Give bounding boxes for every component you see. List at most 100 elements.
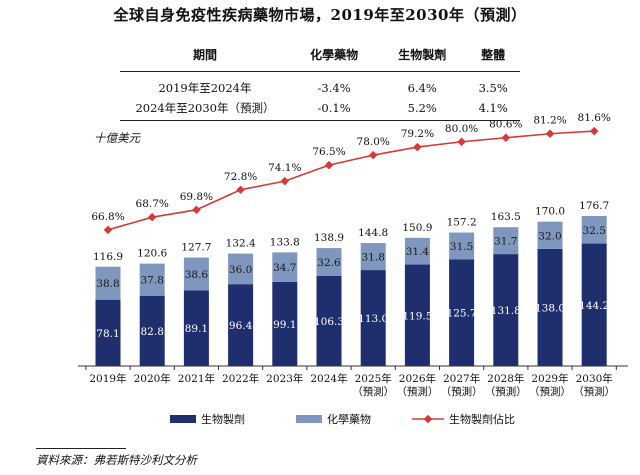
share-label: 66.8% (91, 211, 124, 223)
share-label: 80.0% (445, 123, 478, 135)
row-period: 2024年至2030年（預測） (120, 97, 290, 121)
x-tick-label: 2020年 (134, 372, 171, 385)
row-biologics-cagr: 5.2% (378, 97, 467, 121)
data-label-biologics: 106.3 (314, 316, 344, 328)
bar-chemical (183, 257, 209, 291)
share-marker (589, 126, 599, 136)
data-label-chemical: 31.4 (406, 246, 430, 258)
data-label-total: 157.2 (447, 217, 477, 229)
x-tick-label: （預測） (396, 385, 438, 398)
x-tick-label: 2029年 (531, 372, 568, 385)
table-row: 2024年至2030年（預測） -0.1% 5.2% 4.1% (120, 97, 520, 121)
bar-biologics (537, 248, 563, 366)
table-row: 2019年至2024年 -3.4% 6.4% 3.5% (120, 72, 520, 98)
data-label-chemical: 34.7 (273, 262, 296, 274)
data-label-chemical: 32.0 (538, 230, 561, 242)
cagr-table: 期間 化學藥物 生物製劑 整體 2019年至2024年 -3.4% 6.4% 3… (120, 40, 520, 121)
share-marker (501, 133, 511, 142)
bar-biologics (183, 290, 209, 366)
share-label: 81.2% (533, 115, 566, 127)
x-tick-label: 2022年 (222, 372, 259, 385)
share-marker (192, 205, 201, 215)
unit-label: 十億美元 (94, 131, 140, 145)
data-label-chemical: 38.6 (185, 269, 209, 281)
share-marker (457, 137, 466, 146)
data-label-chemical: 32.5 (583, 225, 606, 237)
share-label: 72.8% (224, 171, 257, 183)
data-label-biologics: 89.1 (185, 323, 208, 335)
bar-biologics (404, 264, 430, 366)
row-chemical-cagr: -0.1% (290, 97, 379, 121)
share-label: 76.5% (312, 146, 345, 158)
x-tick-label: （預測） (352, 385, 394, 398)
data-label-biologics: 113.0 (358, 313, 388, 325)
data-label-biologics: 82.8 (141, 326, 164, 338)
data-label-chemical: 37.8 (141, 275, 164, 287)
x-tick-label: 2021年 (178, 372, 215, 385)
data-label-biologics: 125.7 (447, 308, 477, 320)
bar-biologics (139, 295, 165, 366)
data-label-total: 120.6 (137, 248, 167, 260)
data-label-total: 132.4 (226, 238, 256, 250)
cagr-header-row: 期間 化學藥物 生物製劑 整體 (120, 40, 520, 72)
share-marker (413, 142, 422, 152)
x-tick-label: 2026年 (399, 372, 436, 385)
data-label-biologics: 131.8 (491, 305, 521, 317)
legend-label-biologics: 生物製劑 (201, 412, 245, 426)
bar-chemical (449, 232, 475, 260)
share-label: 79.2% (401, 128, 434, 140)
header-overall: 整體 (466, 40, 520, 72)
x-tick-label: 2027年 (443, 372, 480, 385)
x-tick-label: （預測） (529, 385, 571, 398)
share-label: 81.6% (578, 112, 611, 124)
legend-label-share: 生物製劑佔比 (449, 412, 515, 426)
header-chemical: 化學藥物 (290, 40, 379, 72)
data-label-biologics: 99.1 (273, 319, 296, 331)
share-label: 78.0% (357, 136, 390, 148)
x-tick-label: 2025年 (355, 372, 392, 385)
share-label: 80.6% (489, 119, 522, 131)
share-marker (103, 225, 113, 235)
share-label: 68.7% (136, 198, 169, 210)
data-label-total: 176.7 (579, 200, 609, 212)
bar-chemical (360, 243, 386, 271)
data-label-biologics: 78.1 (96, 328, 119, 340)
header-biologics: 生物製劑 (378, 40, 467, 72)
share-marker (236, 185, 245, 195)
share-line (107, 130, 595, 231)
data-label-chemical: 31.8 (362, 252, 385, 264)
bar-biologics (228, 284, 254, 366)
data-label-total: 127.7 (181, 242, 211, 254)
source-divider (36, 448, 126, 449)
x-tick-label: 2030年 (576, 372, 613, 385)
share-marker (147, 212, 157, 222)
header-period: 期間 (120, 40, 290, 72)
row-chemical-cagr: -3.4% (317, 81, 351, 95)
data-label-biologics: 144.2 (579, 300, 609, 312)
bar-chemical (404, 237, 430, 265)
bar-biologics (360, 270, 386, 366)
row-period: 2019年至2024年 (158, 81, 252, 95)
bar-biologics (581, 243, 607, 366)
bar-chemical (493, 227, 519, 255)
data-label-chemical: 31.5 (450, 241, 473, 253)
bar-biologics (449, 259, 475, 366)
data-label-chemical: 31.7 (494, 236, 517, 248)
data-label-biologics: 138.0 (535, 302, 565, 314)
x-tick-label: （預測） (485, 385, 527, 398)
legend-marker-share (423, 414, 433, 424)
data-label-biologics: 96.4 (229, 320, 253, 332)
x-tick-label: 2023年 (266, 372, 303, 385)
row-biologics-cagr: 6.4% (407, 81, 437, 95)
legend-label-chemical: 化學藥物 (327, 412, 371, 426)
chart-title: 全球自身免疫性疾病藥物市場，2019年至2030年（預測） (113, 6, 527, 24)
data-label-total: 116.9 (93, 251, 123, 263)
share-label: 69.8% (180, 191, 213, 203)
x-tick-label: 2019年 (89, 372, 126, 385)
bar-chemical (316, 248, 342, 276)
data-label-biologics: 119.5 (402, 310, 432, 322)
share-marker (545, 129, 555, 138)
x-tick-label: 2024年 (310, 372, 347, 385)
data-label-total: 163.5 (491, 211, 521, 223)
